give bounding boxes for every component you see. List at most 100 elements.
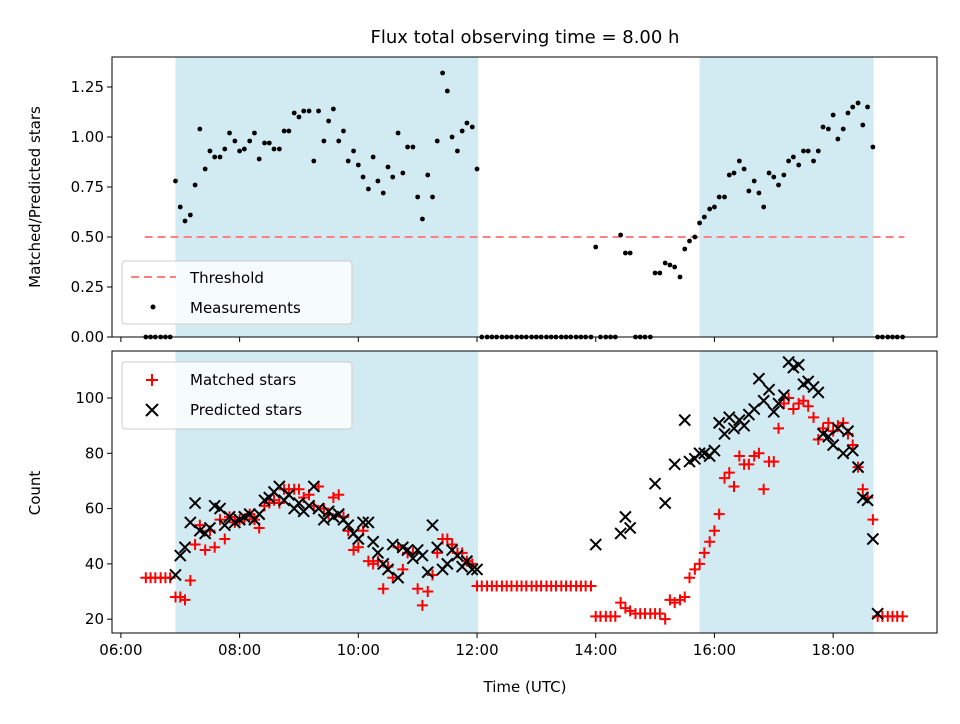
- matched-legend-marker: [146, 374, 158, 386]
- predicted-legend-label: Predicted stars: [190, 401, 302, 419]
- predicted-star-point: [292, 496, 306, 510]
- measurement-point: [860, 122, 866, 128]
- measurement-point: [870, 144, 876, 150]
- predicted-star-point: [668, 458, 681, 471]
- matched-star-point: [615, 597, 627, 609]
- measurement-point: [820, 124, 826, 130]
- y-tick-label: 20: [85, 610, 104, 628]
- measurement-point: [241, 146, 247, 152]
- matched-star-point: [293, 483, 305, 495]
- y-tick-label: 0.75: [71, 178, 104, 196]
- chart-title: Flux total observing time = 8.00 h: [371, 27, 680, 48]
- measurement-point: [400, 170, 406, 176]
- measurement-point: [316, 108, 321, 114]
- measurement-point: [197, 126, 203, 132]
- measurement-point: [855, 100, 861, 106]
- matched-star-point: [377, 583, 389, 595]
- y-tick-label: 0.25: [71, 278, 104, 296]
- measurement-point: [805, 148, 811, 154]
- predicted-star-point: [708, 444, 721, 457]
- predicted-star-point: [421, 565, 434, 579]
- measurement-point: [222, 146, 228, 152]
- measurement-point: [227, 130, 232, 136]
- predicted-star-point: [623, 521, 637, 535]
- y-tick-label: 60: [85, 500, 104, 518]
- measurement-point: [420, 216, 425, 222]
- predicted-star-point: [466, 563, 479, 576]
- x-tick-label: 10:00: [337, 641, 380, 659]
- matched-star-point: [822, 417, 834, 429]
- measurement-point: [321, 138, 327, 144]
- predicted-star-point: [619, 510, 632, 524]
- measurement-point: [366, 186, 371, 192]
- measurement-point: [375, 178, 381, 184]
- axes-frame: [111, 56, 938, 338]
- matched-star-point: [199, 544, 211, 556]
- measurement-point: [202, 166, 208, 172]
- measurement-point: [173, 178, 178, 184]
- matched-star-point: [416, 599, 428, 611]
- measurement-point: [677, 274, 683, 280]
- predicted-star-point: [826, 438, 840, 452]
- measurement-point: [707, 206, 713, 212]
- matched-star-point: [689, 563, 701, 575]
- matched-star-point: [713, 508, 725, 520]
- predicted-star-point: [792, 358, 805, 372]
- predicted-star-point: [362, 516, 375, 529]
- predicted-star-point: [678, 413, 691, 427]
- measurement-point: [330, 106, 336, 112]
- measurement-point: [410, 144, 416, 150]
- predicted-star-point: [841, 424, 855, 438]
- predicted-star-point: [812, 386, 825, 399]
- ratio-panel: 0.00 0.25 0.50 0.75 1.00 1.25 Matched/Predict…: [26, 56, 938, 346]
- x-tick-label: 06:00: [99, 641, 142, 659]
- matched-star-point: [802, 400, 814, 412]
- y-tick-label: 1.25: [71, 78, 104, 96]
- predicted-star-point: [718, 427, 731, 441]
- measurement-point: [192, 182, 198, 188]
- measurements-legend-label: Measurements: [190, 299, 301, 317]
- measurement-point: [380, 190, 386, 196]
- measurement-point: [667, 262, 673, 268]
- matched-star-point: [758, 483, 770, 495]
- predicted-star-point: [837, 447, 850, 460]
- measurement-point: [687, 238, 692, 244]
- matched-star-point: [422, 586, 434, 598]
- matched-star-point: [431, 547, 443, 559]
- measurement-point: [850, 104, 856, 110]
- predicted-star-point: [312, 502, 325, 515]
- matched-star-point: [867, 514, 879, 526]
- measurement-point: [776, 182, 781, 188]
- predicted-star-point: [252, 507, 266, 521]
- matched-star-point: [808, 411, 820, 423]
- measurement-point: [405, 144, 410, 150]
- measurement-point: [746, 188, 752, 194]
- measurement-point: [311, 158, 317, 164]
- matched-star-point: [768, 456, 780, 468]
- predicted-star-point: [752, 372, 766, 385]
- measurement-point: [741, 166, 747, 172]
- measurement-point: [395, 130, 401, 136]
- predicted-star-point: [723, 411, 736, 424]
- axes-frame: [111, 350, 938, 634]
- measurement-point: [385, 164, 391, 170]
- x-tick-label: 08:00: [218, 641, 261, 659]
- matched-legend-label: Matched stars: [190, 371, 296, 389]
- predicted-star-point: [203, 521, 217, 535]
- matched-star-point: [694, 558, 706, 570]
- measurement-point: [360, 174, 366, 180]
- measurement-point: [701, 214, 707, 220]
- measurement-point: [618, 232, 624, 238]
- measurement-point: [301, 108, 307, 114]
- measurement-point: [370, 154, 376, 160]
- predicted-star-point: [431, 541, 444, 554]
- x-tick-label: 14:00: [574, 641, 617, 659]
- matched-star-point: [427, 569, 439, 581]
- predicted-star-point: [846, 444, 859, 457]
- matched-star-point: [698, 547, 710, 559]
- predicted-star-point: [366, 535, 380, 548]
- matched-star-point: [897, 610, 909, 622]
- measurement-point: [682, 246, 688, 252]
- measurement-point: [593, 244, 599, 250]
- predicted-star-point: [371, 546, 385, 560]
